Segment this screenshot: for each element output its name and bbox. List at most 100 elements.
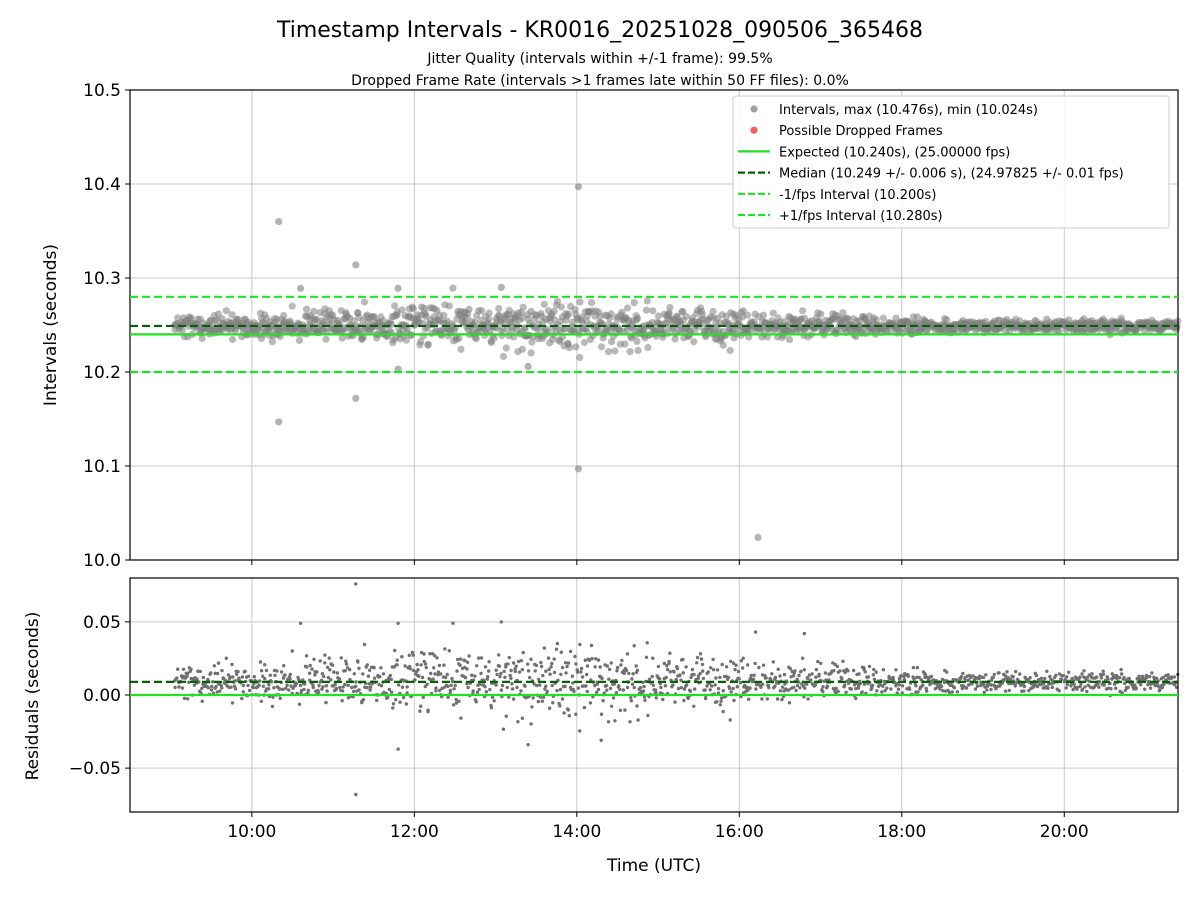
residual-point	[1101, 669, 1105, 673]
residual-point	[805, 682, 809, 686]
residual-point	[738, 680, 743, 685]
residual-point	[504, 714, 508, 718]
interval-point	[913, 313, 922, 321]
residual-point	[443, 647, 447, 651]
residual-point	[598, 665, 602, 669]
residual-point	[688, 689, 693, 693]
residual-point	[654, 691, 658, 695]
residual-point	[866, 675, 871, 679]
residual-point	[604, 683, 609, 688]
residual-point	[1143, 687, 1147, 691]
residual-point	[929, 674, 933, 679]
residual-point	[939, 684, 944, 689]
residual-point	[631, 672, 635, 676]
residual-point	[538, 683, 542, 687]
residual-point	[1150, 671, 1154, 675]
residual-point	[261, 684, 266, 688]
residual-point	[894, 668, 898, 672]
residual-point	[318, 659, 322, 663]
residual-point	[709, 666, 713, 670]
residual-point	[424, 665, 428, 670]
intervals-reference-lines	[130, 295, 1178, 374]
residual-point	[656, 664, 661, 669]
residual-point	[599, 712, 604, 716]
residual-point	[843, 683, 847, 687]
residual-point	[617, 684, 621, 688]
residual-point	[267, 683, 271, 687]
residual-point	[1134, 687, 1138, 691]
residual-point	[1120, 691, 1124, 695]
residual-point	[413, 678, 417, 682]
residual-point	[488, 687, 492, 692]
residual-point	[594, 657, 598, 661]
residual-point	[182, 696, 187, 701]
chart-title: Timestamp Intervals - KR0016_20251028_09…	[276, 18, 923, 43]
residual-point	[489, 706, 494, 710]
residual-point	[771, 660, 775, 664]
residual-point	[246, 674, 251, 678]
residual-point	[367, 682, 371, 686]
residual-point	[623, 708, 627, 712]
residuals-xtick-label: 14:00	[552, 822, 601, 842]
interval-point	[370, 313, 378, 321]
residual-point	[748, 686, 752, 690]
residual-point	[432, 653, 437, 658]
residual-point	[563, 661, 568, 665]
residual-point	[1154, 676, 1159, 680]
residual-point	[529, 657, 533, 661]
residual-point	[344, 662, 349, 666]
residual-point	[636, 718, 640, 722]
residual-point	[863, 670, 867, 674]
residual-point	[281, 687, 285, 691]
residual-point	[843, 670, 847, 675]
interval-point	[642, 306, 651, 314]
residual-point	[298, 683, 303, 688]
residual-point	[615, 665, 620, 670]
residuals-xtick-label: 16:00	[715, 822, 764, 842]
interval-point	[440, 311, 448, 319]
interval-point	[403, 325, 411, 333]
residual-point	[452, 687, 456, 691]
intervals-ylabel: Intervals (seconds)	[41, 244, 61, 406]
residual-point	[770, 672, 774, 676]
residual-point	[1034, 673, 1039, 678]
interval-point	[943, 316, 951, 324]
residual-point	[494, 668, 498, 672]
residual-point	[711, 657, 715, 662]
residual-point	[1003, 674, 1008, 678]
interval-point	[607, 310, 615, 318]
residual-point	[415, 662, 419, 667]
residual-point	[566, 661, 571, 665]
residual-point	[395, 658, 399, 662]
residual-point	[641, 689, 646, 693]
residual-point	[466, 685, 470, 690]
residual-point	[575, 670, 580, 674]
residual-point	[213, 671, 217, 675]
residual-point	[439, 672, 443, 676]
residual-point	[634, 664, 638, 668]
residual-point	[549, 665, 553, 669]
interval-point	[455, 334, 463, 342]
residual-point	[465, 660, 470, 664]
residual-point	[831, 686, 836, 691]
residual-point	[479, 656, 484, 660]
residual-point	[840, 677, 844, 681]
residual-point	[305, 665, 309, 669]
residual-point	[444, 675, 448, 680]
residual-point	[510, 687, 515, 691]
residual-point	[465, 667, 469, 671]
residual-point	[960, 686, 964, 691]
interval-point	[626, 348, 634, 356]
residual-point	[731, 686, 735, 691]
residual-point	[872, 677, 877, 681]
residual-point	[224, 656, 228, 660]
residual-point	[435, 656, 439, 660]
residual-point	[720, 662, 724, 667]
residual-point	[891, 677, 895, 681]
residual-point	[979, 680, 983, 684]
residual-point	[209, 671, 213, 675]
residual-point	[746, 688, 750, 692]
residual-point	[490, 695, 495, 699]
residual-point	[322, 674, 326, 679]
residual-point	[792, 685, 796, 689]
